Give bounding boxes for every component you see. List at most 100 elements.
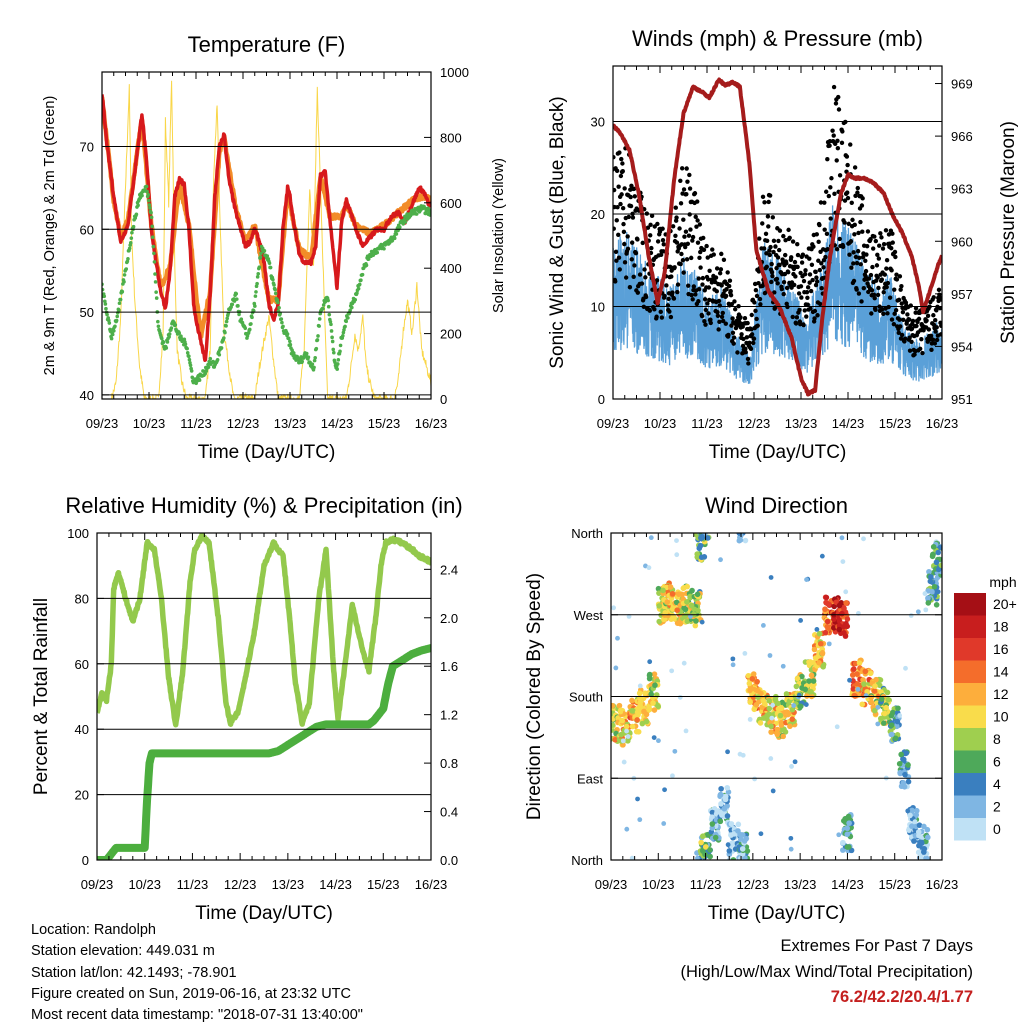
gust-point xyxy=(690,297,695,302)
dewpoint-point xyxy=(405,212,409,216)
gust-point xyxy=(695,240,701,245)
direction-point xyxy=(915,829,922,835)
direction-point xyxy=(844,825,851,832)
y-axis-label: Percent & Total Rainfall xyxy=(31,598,52,795)
gust-point xyxy=(614,218,619,223)
direction-point xyxy=(844,616,851,622)
direction-point xyxy=(809,682,815,689)
gust-point xyxy=(870,246,876,251)
y-tick-label: North xyxy=(571,526,603,541)
dewpoint-point xyxy=(382,246,386,251)
gust-point xyxy=(692,191,698,196)
dewpoint-point xyxy=(247,327,252,332)
dewpoint-point xyxy=(150,235,155,240)
gust-point xyxy=(682,234,687,239)
gust-point xyxy=(786,227,791,233)
gust-point xyxy=(855,248,861,254)
gust-point xyxy=(789,255,794,260)
dewpoint-point xyxy=(152,260,157,264)
direction-point xyxy=(735,821,742,828)
gust-point xyxy=(884,284,889,290)
y-tick-label: East xyxy=(577,771,603,786)
gust-point xyxy=(733,307,738,312)
dewpoint-point xyxy=(330,339,335,344)
dewpoint-point xyxy=(236,304,240,308)
gust-point xyxy=(826,193,832,199)
gust-point xyxy=(805,302,810,307)
x-axis-label: Time (Day/UTC) xyxy=(195,903,333,924)
dewpoint-point xyxy=(130,230,134,235)
gust-point xyxy=(879,235,884,240)
x-tick-label: 16/23 xyxy=(415,877,448,892)
dewpoint-point xyxy=(255,275,260,279)
y-axis-label: 2m & 9m T (Red, Orange) & 2m Td (Green) xyxy=(42,96,58,376)
colorbar-swatch xyxy=(954,773,986,796)
direction-point xyxy=(650,700,656,706)
direction-point xyxy=(635,728,642,735)
gust-point xyxy=(740,324,745,329)
dewpoint-point xyxy=(151,244,156,249)
colorbar-swatch xyxy=(954,683,986,706)
gust-point xyxy=(876,285,881,291)
gust-point xyxy=(769,261,774,267)
colorbar-swatch xyxy=(954,795,986,818)
dewpoint-point xyxy=(219,346,224,350)
dewpoint-point xyxy=(332,350,336,355)
gust-point xyxy=(716,298,722,304)
gust-point xyxy=(842,198,848,203)
direction-point xyxy=(845,844,852,850)
gust-point xyxy=(873,238,879,244)
direction-point xyxy=(741,838,748,844)
direction-point xyxy=(851,692,858,699)
gust-point xyxy=(702,297,708,302)
dewpoint-point xyxy=(304,351,309,356)
direction-point xyxy=(812,655,819,661)
gust-point xyxy=(616,255,622,260)
direction-point xyxy=(674,607,681,613)
direction-point xyxy=(757,720,764,726)
dewpoint-point xyxy=(223,330,227,335)
gust-point xyxy=(851,261,856,266)
gust-point xyxy=(907,348,913,353)
direction-point xyxy=(674,620,681,626)
gust-point xyxy=(679,166,685,171)
dewpoint-point xyxy=(126,257,130,261)
gust-point xyxy=(613,226,616,231)
gust-point xyxy=(677,226,682,231)
dewpoint-point xyxy=(256,271,261,276)
direction-point xyxy=(864,688,870,695)
dewpoint-point xyxy=(148,206,152,210)
direction-point xyxy=(674,538,679,544)
dewpoint-point xyxy=(140,193,144,198)
gust-point xyxy=(877,243,882,248)
gust-point xyxy=(622,186,627,191)
gust-point xyxy=(689,292,694,298)
gust-point xyxy=(934,308,939,313)
dewpoint-point xyxy=(145,189,149,194)
direction-point xyxy=(629,697,635,704)
direction-point xyxy=(695,855,700,860)
gust-point xyxy=(926,327,932,332)
y2-tick-label: 2.4 xyxy=(440,562,458,577)
dewpoint-point xyxy=(154,290,158,294)
gust-point xyxy=(798,270,803,276)
gust-point xyxy=(674,240,680,245)
gust-point xyxy=(633,250,639,256)
dewpoint-point xyxy=(271,277,275,282)
gust-point xyxy=(623,275,629,280)
gust-point xyxy=(681,187,687,192)
y2-tick-label: 400 xyxy=(440,261,462,276)
direction-point xyxy=(689,587,695,594)
direction-point xyxy=(768,575,774,580)
extremes-values: 76.2/42.2/20.4/1.77 xyxy=(830,988,973,1006)
dewpoint-point xyxy=(222,336,226,340)
gust-point xyxy=(693,214,698,220)
y-tick-label: North xyxy=(571,853,603,868)
direction-point xyxy=(935,589,941,595)
gust-point xyxy=(881,290,886,295)
direction-point xyxy=(611,722,616,729)
gust-point xyxy=(775,281,780,286)
gust-point xyxy=(763,231,769,236)
gust-point xyxy=(890,240,895,245)
gust-point xyxy=(939,323,942,328)
